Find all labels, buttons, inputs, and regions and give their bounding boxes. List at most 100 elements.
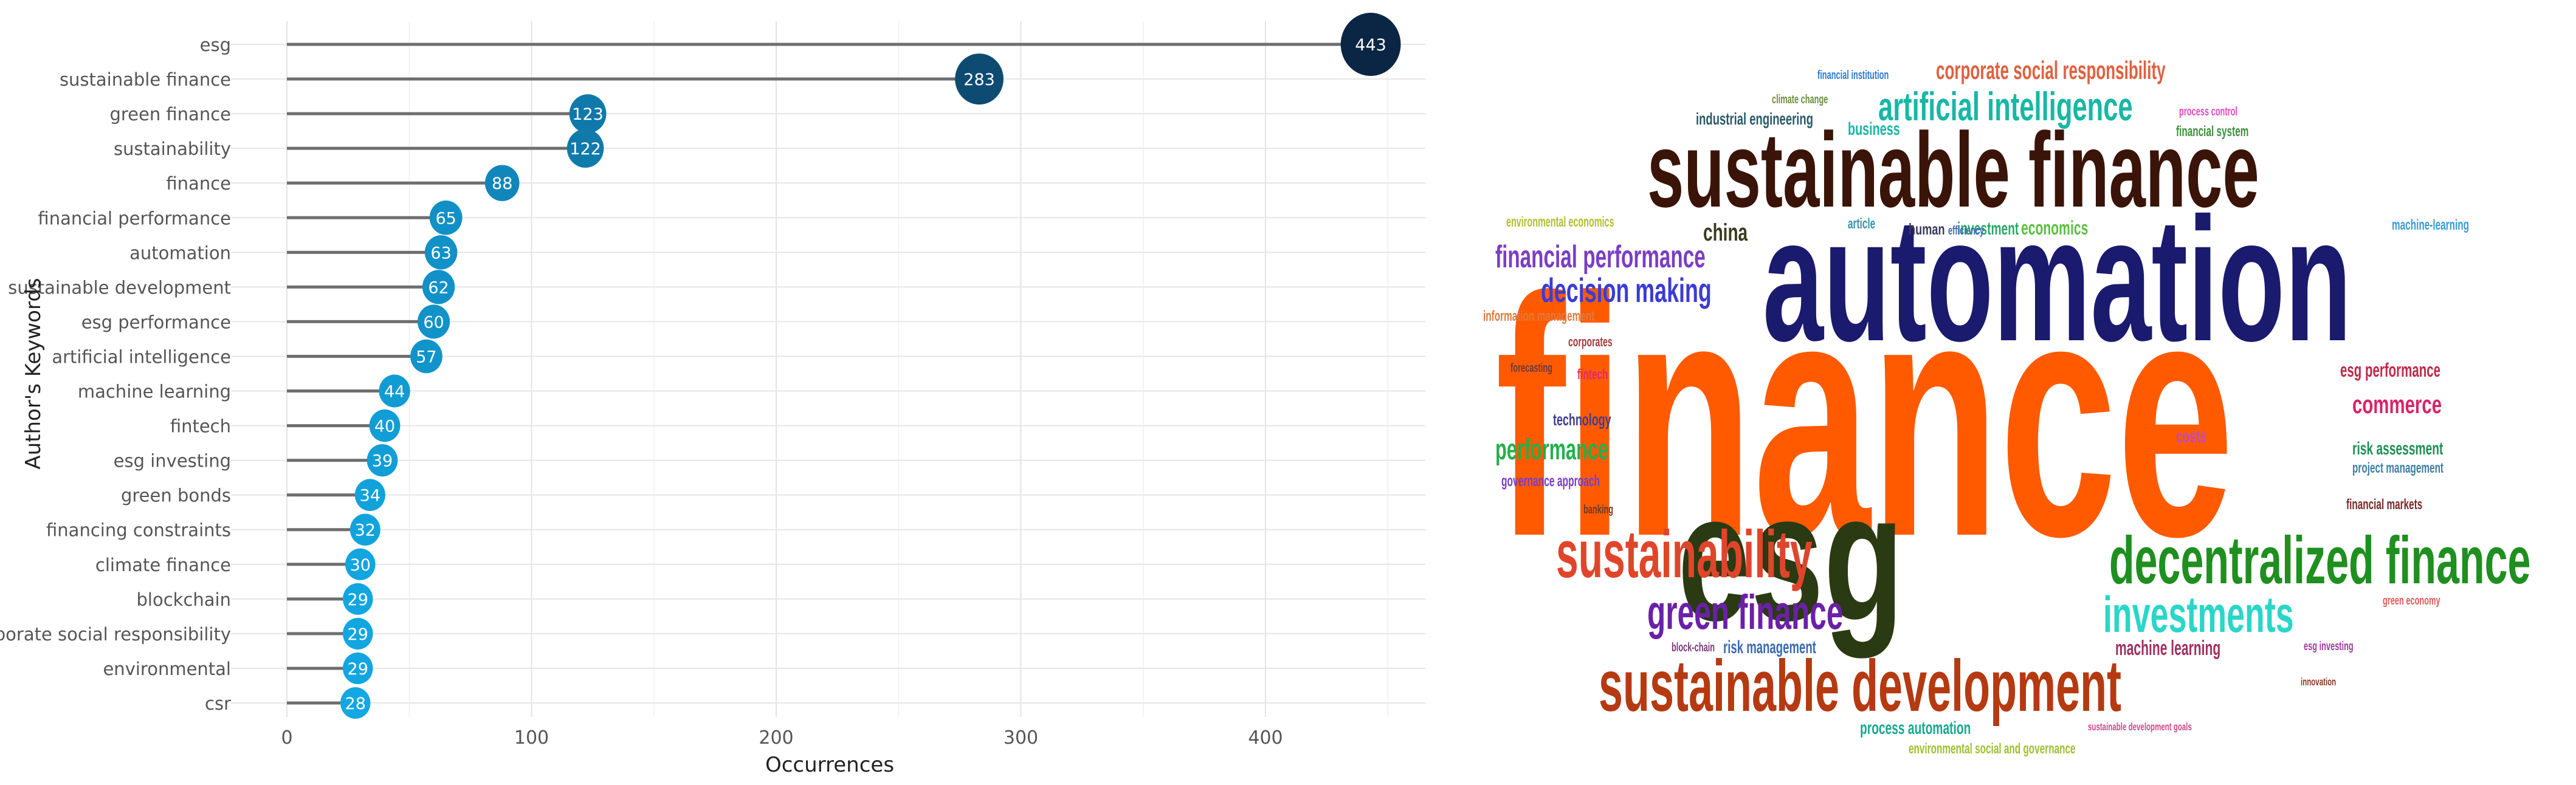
chart-markers: 443 283 123 122 88 65 63 62 60 57 44 40 39 34 32 30 29 29… xyxy=(340,13,1401,719)
y-tick-label: climate finance xyxy=(95,555,231,575)
cloud-word-sustainable-development-goals: sustainable development goals xyxy=(2088,721,2192,733)
cloud-word-costs: costs xyxy=(2176,427,2206,447)
data-label: 39 xyxy=(372,452,393,471)
data-label: 60 xyxy=(423,313,444,332)
cloud-word-machine-learning: machine-learning xyxy=(2392,218,2469,233)
y-tick-labels: esg sustainable finance green finance susta… xyxy=(0,35,231,714)
cloud-word-risk-assessment: risk assessment xyxy=(2352,439,2443,459)
x-tick-label: 200 xyxy=(759,727,793,749)
cloud-word-environmental-economics: environmental economics xyxy=(1506,214,1614,230)
y-tick-label: blockchain xyxy=(137,589,231,610)
chart-stems xyxy=(287,43,1371,705)
lollipop-dot xyxy=(354,479,385,512)
cloud-word-banking: banking xyxy=(1583,502,1613,516)
data-label: 28 xyxy=(345,694,366,713)
data-label: 122 xyxy=(570,140,601,159)
cloud-word-green-economy: green economy xyxy=(2383,594,2440,608)
lollipop-dot xyxy=(484,165,520,201)
cloud-word-artificial-intelligence: artificial intelligence xyxy=(1878,84,2133,129)
y-tick-label: green finance xyxy=(109,104,231,125)
data-label: 32 xyxy=(355,521,376,540)
lollipop-dot xyxy=(367,444,398,477)
cloud-word-sustainable-finance: sustainable finance xyxy=(1647,110,2259,229)
cloud-word-climate-change: climate change xyxy=(1772,92,1828,106)
lollipop-dot xyxy=(410,339,443,374)
cloud-word-machine-learning: machine learning xyxy=(2115,636,2220,659)
cloud-word-forecasting: forecasting xyxy=(1510,361,1552,375)
cloud-word-innovation: innovation xyxy=(2301,676,2336,688)
lollipop-chart: 443 283 123 122 88 65 63 62 60 57 44 40 39 34 32 30 29 29… xyxy=(0,13,1425,777)
lollipop-dot xyxy=(422,270,455,304)
chart-grid xyxy=(231,21,1425,717)
cloud-word-decentralized-finance: decentralized finance xyxy=(2109,523,2530,598)
x-tick-label: 400 xyxy=(1248,727,1283,749)
cloud-word-article: article xyxy=(1848,216,1875,232)
lollipop-dot xyxy=(955,53,1004,105)
cloud-word-corporates: corporates xyxy=(1568,334,1613,349)
y-tick-label: finance xyxy=(166,173,231,194)
y-tick-label: esg investing xyxy=(114,451,231,471)
cloud-word-industrial-engineering: industrial engineering xyxy=(1696,110,1813,129)
y-tick-label: automation xyxy=(129,242,231,263)
lollipop-dot xyxy=(342,583,373,615)
cloud-word-information-management: information management xyxy=(1483,309,1595,324)
cloud-word-finance: finance xyxy=(1495,227,2234,607)
lollipop-dot xyxy=(342,617,373,650)
data-label: 40 xyxy=(374,417,395,436)
y-tick-label: esg xyxy=(200,35,231,55)
cloud-word-process-automation: process automation xyxy=(1860,718,1971,738)
y-tick-label: artificial intelligence xyxy=(52,346,231,367)
cloud-word-process-control: process control xyxy=(2179,105,2237,118)
y-tick-label: sustainable finance xyxy=(60,69,231,90)
cloud-word-efficiency: efficiency xyxy=(1948,224,1985,238)
data-label: 62 xyxy=(428,278,449,297)
cloud-word-sustainable-development: sustainable development xyxy=(1599,645,2121,727)
cloud-word-commerce: commerce xyxy=(2352,390,2442,419)
data-label: 34 xyxy=(360,487,381,506)
data-label: 283 xyxy=(963,70,995,89)
data-label: 29 xyxy=(348,660,368,679)
cloud-word-investment: investment xyxy=(1957,219,2019,239)
y-tick-label: fintech xyxy=(170,416,231,437)
cloud-word-corporate-social-responsibility: corporate social responsibility xyxy=(1936,57,2166,85)
cloud-word-financial-institution: financial institution xyxy=(1817,68,1889,82)
data-label: 63 xyxy=(430,244,451,262)
lollipop-dot xyxy=(379,374,410,408)
lollipop-dot xyxy=(340,687,371,719)
y-tick-label: environmental xyxy=(103,659,231,679)
cloud-word-financial-system: financial system xyxy=(2176,124,2248,140)
cloud-word-financial-performance: financial performance xyxy=(1495,239,1706,275)
cloud-word-block-chain: block-chain xyxy=(1672,640,1715,654)
cloud-word-economics: economics xyxy=(2021,216,2088,239)
lollipop-dot xyxy=(417,304,450,339)
lollipop-dot xyxy=(345,548,376,580)
cloud-word-automation: automation xyxy=(1763,182,2352,378)
data-label: 29 xyxy=(348,591,368,609)
y-tick-label: green bonds xyxy=(121,485,231,506)
cloud-word-investments: investments xyxy=(2103,586,2294,643)
lollipop-dot xyxy=(342,652,373,685)
y-axis-title: Author's Keywords xyxy=(21,278,46,469)
data-label: 123 xyxy=(572,105,604,124)
cloud-word-financial-markets: financial markets xyxy=(2346,497,2422,513)
cloud-word-technology: technology xyxy=(1553,410,1611,429)
lollipop-dot xyxy=(424,235,458,270)
y-tick-label: csr xyxy=(205,693,231,714)
cloud-word-esg: esg xyxy=(1678,455,1904,659)
data-label: 29 xyxy=(348,625,368,644)
cloud-word-esg-performance: esg performance xyxy=(2340,359,2440,381)
x-tick-labels: 0 100 200 300 400 xyxy=(281,727,1283,749)
x-tick-label: 100 xyxy=(514,727,549,749)
y-tick-label: sustainability xyxy=(114,139,231,159)
data-label: 57 xyxy=(416,348,436,366)
cloud-word-performance: performance xyxy=(1495,433,1608,466)
cloud-word-esg-investing: esg investing xyxy=(2304,639,2354,653)
data-label: 30 xyxy=(350,556,371,575)
x-tick-label: 0 xyxy=(281,727,292,749)
data-label: 44 xyxy=(384,383,405,402)
cloud-word-fintech: fintech xyxy=(1577,367,1608,383)
data-label: 65 xyxy=(435,209,456,228)
cloud-word-business: business xyxy=(1848,119,1900,139)
